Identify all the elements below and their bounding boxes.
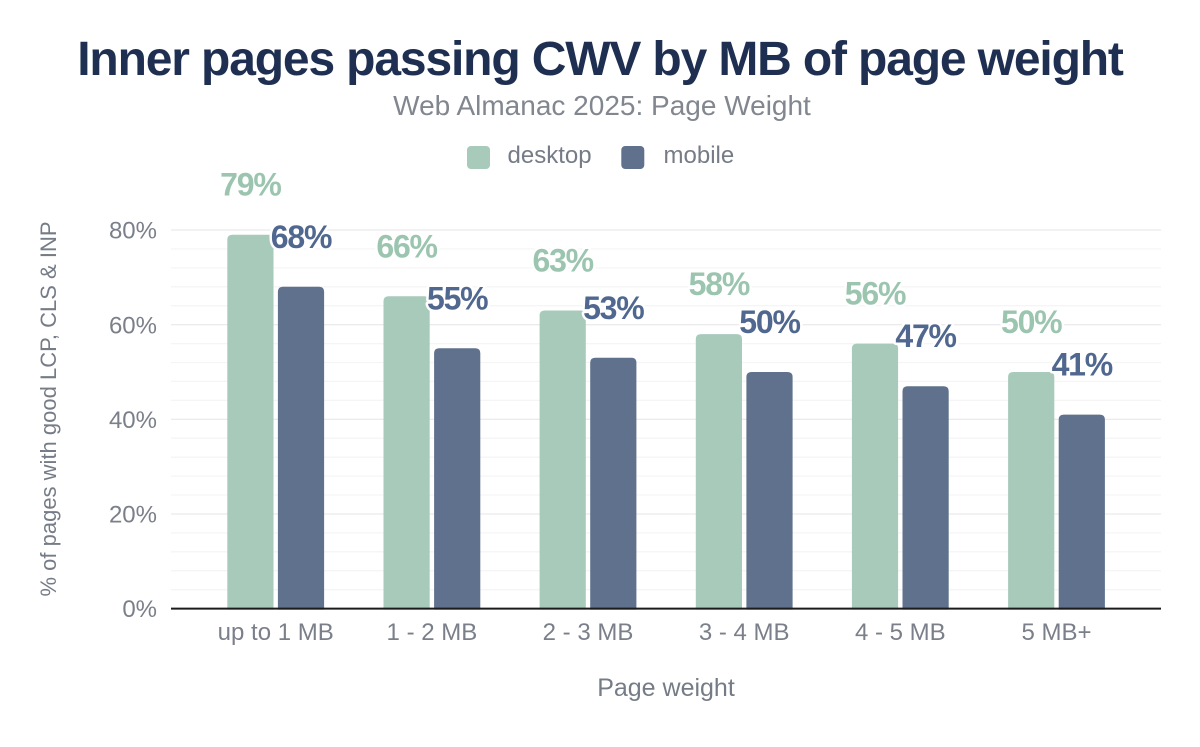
- svg-text:Web Almanac 2025: Page Weight: Web Almanac 2025: Page Weight: [393, 90, 811, 121]
- svg-text:40%: 40%: [109, 407, 157, 434]
- svg-text:20%: 20%: [109, 502, 157, 529]
- svg-text:41%: 41%: [1052, 347, 1113, 383]
- svg-text:68%: 68%: [271, 219, 332, 255]
- svg-text:53%: 53%: [583, 290, 644, 326]
- svg-text:% of pages with good LCP, CLS: % of pages with good LCP, CLS & INP: [36, 221, 61, 596]
- svg-text:desktop: desktop: [508, 142, 592, 169]
- svg-text:56%: 56%: [845, 276, 906, 312]
- svg-text:58%: 58%: [689, 266, 750, 302]
- svg-text:up to 1 MB: up to 1 MB: [218, 619, 334, 646]
- svg-text:63%: 63%: [532, 243, 593, 279]
- svg-text:5 MB+: 5 MB+: [1021, 619, 1091, 646]
- svg-text:47%: 47%: [895, 318, 956, 354]
- svg-text:Inner pages passing CWV by MB: Inner pages passing CWV by MB of page we…: [77, 33, 1124, 86]
- svg-text:50%: 50%: [1001, 304, 1062, 340]
- svg-text:79%: 79%: [220, 167, 281, 203]
- svg-text:55%: 55%: [427, 280, 488, 316]
- svg-text:Page weight: Page weight: [597, 674, 735, 702]
- svg-text:3 - 4 MB: 3 - 4 MB: [699, 619, 790, 646]
- svg-text:80%: 80%: [109, 218, 157, 245]
- svg-text:0%: 0%: [122, 596, 157, 623]
- svg-text:2 - 3 MB: 2 - 3 MB: [543, 619, 634, 646]
- svg-text:1 - 2 MB: 1 - 2 MB: [387, 619, 478, 646]
- svg-text:mobile: mobile: [664, 142, 735, 169]
- svg-text:66%: 66%: [376, 228, 437, 264]
- svg-text:60%: 60%: [109, 312, 157, 339]
- svg-text:4 - 5 MB: 4 - 5 MB: [855, 619, 946, 646]
- svg-text:50%: 50%: [739, 304, 800, 340]
